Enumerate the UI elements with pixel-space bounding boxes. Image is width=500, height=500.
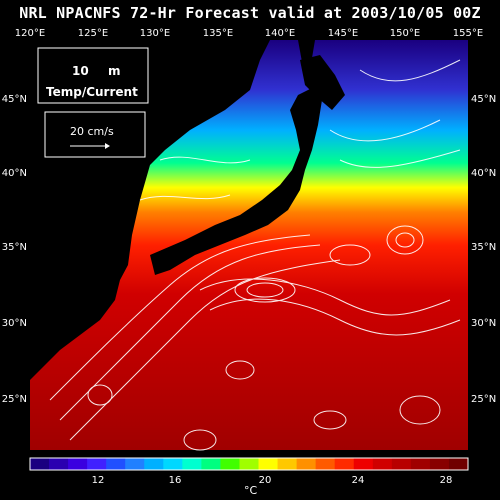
- colorbar-tick: 20: [259, 475, 272, 486]
- colorbar-swatch: [353, 458, 374, 470]
- longitude-labels-top: 120°E 125°E 130°E 135°E 140°E 145°E 150°E 155°E: [15, 28, 483, 39]
- lat-label-right: 30°N: [471, 318, 496, 329]
- colorbar-swatch: [30, 458, 50, 470]
- depth-unit: m: [108, 64, 121, 78]
- colorbar-swatch: [201, 458, 221, 470]
- colorbar-unit: °C: [244, 484, 258, 497]
- lat-label-left: 30°N: [2, 318, 27, 329]
- colorbar-swatch: [87, 458, 107, 470]
- scale-vector-label: 20 cm/s: [70, 125, 114, 138]
- latitude-labels-right: 45°N 40°N 35°N 30°N 25°N: [471, 94, 496, 405]
- colorbar-swatch: [391, 458, 412, 470]
- colorbar-swatch: [372, 458, 393, 470]
- colorbar-swatch: [125, 458, 145, 470]
- land-sakhalin: [298, 40, 315, 62]
- depth-inset: [37, 47, 149, 104]
- colorbar-tick: 12: [92, 475, 105, 486]
- colorbar-tick: 16: [169, 475, 182, 486]
- latitude-labels-left: 45°N 40°N 35°N 30°N 25°N: [2, 94, 27, 405]
- colorbar: [29, 457, 469, 471]
- scale-inset: [44, 111, 146, 158]
- lat-label-left: 45°N: [2, 94, 27, 105]
- colorbar-swatch: [68, 458, 88, 470]
- colorbar-swatch: [277, 458, 298, 470]
- colorbar-swatch: [106, 458, 126, 470]
- lon-label: 155°E: [453, 28, 483, 39]
- colorbar-swatch: [429, 458, 450, 470]
- colorbar-tick-labels: 12 16 20 24 28: [92, 475, 453, 486]
- colorbar-swatch: [334, 458, 355, 470]
- lat-label-left: 40°N: [2, 168, 27, 179]
- lon-label: 125°E: [78, 28, 108, 39]
- lon-label: 120°E: [15, 28, 45, 39]
- lon-label: 145°E: [328, 28, 358, 39]
- colorbar-swatch: [410, 458, 431, 470]
- lat-label-left: 35°N: [2, 242, 27, 253]
- depth-value: 10: [72, 64, 89, 78]
- colorbar-swatch: [49, 458, 69, 470]
- colorbar-outline: [29, 457, 469, 471]
- lon-label: 140°E: [265, 28, 295, 39]
- scale-arrowhead-icon: [105, 143, 110, 149]
- colorbar-swatch: [315, 458, 336, 470]
- field-label: Temp/Current: [46, 85, 138, 99]
- lon-label: 150°E: [390, 28, 420, 39]
- land-japan: [150, 88, 322, 275]
- colorbar-swatch: [144, 458, 164, 470]
- colorbar-swatch: [182, 458, 202, 470]
- lat-label-right: 35°N: [471, 242, 496, 253]
- lat-label-right: 40°N: [471, 168, 496, 179]
- lat-label-right: 45°N: [471, 94, 496, 105]
- colorbar-tick: 28: [440, 475, 453, 486]
- lon-label: 130°E: [140, 28, 170, 39]
- colorbar-swatch: [448, 458, 469, 470]
- colorbar-swatch: [163, 458, 183, 470]
- lat-label-right: 25°N: [471, 394, 496, 405]
- colorbar-swatch: [239, 458, 260, 470]
- lon-label: 135°E: [203, 28, 233, 39]
- land-korea-yellow-sea: [40, 175, 115, 250]
- land-asia-mainland: [30, 40, 270, 380]
- colorbar-tick: 24: [352, 475, 365, 486]
- lat-label-left: 25°N: [2, 394, 27, 405]
- map-title: NRL NPACNFS 72-Hr Forecast valid at 2003…: [19, 4, 481, 22]
- current-streamlines: [49, 59, 461, 451]
- land-hokkaido: [300, 55, 345, 110]
- colorbar-swatch: [220, 458, 240, 470]
- colorbar-swatch: [258, 458, 279, 470]
- colorbar-swatch: [296, 458, 317, 470]
